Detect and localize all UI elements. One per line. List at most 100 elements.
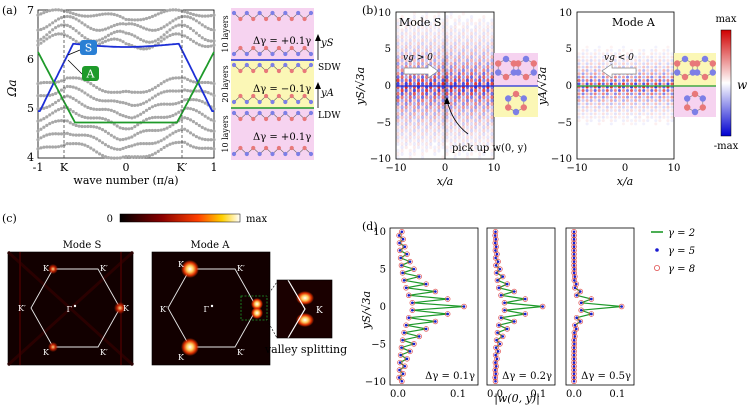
bulk-lower-dot [197, 110, 201, 114]
bulk-upper-dot [112, 12, 116, 17]
inset-A-atom [699, 95, 706, 102]
field-S-spot [478, 41, 482, 46]
bz-S-spot-3 [114, 302, 126, 314]
profile-circle [406, 314, 412, 321]
bulk-lower-dot [162, 137, 166, 141]
field-S-spot [433, 95, 437, 100]
field-S-spot [400, 38, 404, 43]
field-S-spot [482, 138, 486, 143]
field-S-spot [457, 41, 461, 46]
field-S-spot [416, 25, 421, 29]
bulk-lower-dot [191, 80, 196, 84]
stack-row-bot-atom [270, 110, 275, 116]
field-S-spot [457, 45, 461, 50]
field-S-spot [408, 115, 412, 120]
bulk-lower-dot [86, 105, 90, 110]
bulk-lower-dot [133, 90, 137, 94]
profile-dot [494, 379, 497, 383]
field-A-spot [662, 92, 666, 96]
bulk-upper-dot [92, 27, 96, 32]
field-S-spot [433, 115, 437, 120]
field-S-spot [490, 45, 494, 50]
inset-S-atom [505, 104, 512, 111]
profile-circle [571, 352, 577, 358]
field-S-spot [416, 98, 421, 103]
profile-dot [434, 290, 437, 293]
field-S-spot [416, 21, 421, 26]
field-S-spot [408, 55, 412, 60]
bulk-lower-dot [95, 107, 99, 112]
field-S-spot [474, 135, 478, 140]
field-S-spot [425, 91, 429, 96]
profile-circle [571, 371, 577, 377]
field-S-spot [490, 38, 494, 43]
field-S-spot [396, 65, 400, 70]
bulk-upper-dot [212, 28, 216, 32]
profile-circle [403, 322, 409, 328]
bulk-upper-dot [153, 39, 157, 43]
bulk-lower-dot [177, 110, 181, 114]
field-S-spot [420, 111, 425, 116]
bulk-lower-dot [56, 108, 61, 112]
field-A-spot [625, 55, 630, 59]
profile-dot [523, 297, 527, 301]
field-A-spot [638, 119, 642, 123]
field-S-spot [445, 145, 449, 150]
field-S-spot [482, 28, 486, 33]
bulk-lower-dot [115, 90, 119, 94]
field-S-spot [408, 35, 412, 40]
field-A-spot [597, 58, 601, 62]
field-A-spot [597, 45, 601, 49]
field-S-spot [425, 142, 429, 146]
field-A-spot [630, 82, 634, 86]
field-A-spot [634, 122, 638, 126]
field-S-spot [425, 48, 429, 53]
profile-ytick: −5 [371, 339, 386, 350]
field-S-spot [408, 31, 412, 36]
field-A-spot [634, 75, 638, 79]
bulk-upper-dot [133, 22, 137, 27]
field-S-spot [457, 51, 461, 56]
field-S-spot [474, 31, 478, 36]
bulk-lower-dot [51, 111, 55, 115]
field-S-spot [420, 131, 425, 136]
field-A-spot [605, 82, 609, 86]
field-S-spot [478, 78, 482, 83]
profile-dot [493, 376, 497, 379]
inset-S-atom [530, 60, 537, 67]
bulk-lower-dot [203, 146, 207, 150]
field-S-spot [465, 75, 470, 80]
field-S-spot [441, 51, 445, 56]
profile-dot [575, 316, 578, 320]
inset-S-atom [510, 60, 517, 67]
profile-circle [499, 273, 506, 280]
field-S-spot [445, 48, 449, 53]
edge-band-S [38, 42, 214, 112]
mode-S-title: Mode S [399, 16, 441, 29]
stack-row-bottom-atom [263, 145, 269, 151]
field-A-spot [662, 112, 666, 116]
profile-dot [462, 305, 466, 308]
field-A-spot [625, 52, 630, 56]
field-A-spot [670, 89, 674, 93]
field-A-spot [650, 52, 654, 56]
ldw-label: LDW [318, 111, 341, 121]
bz-A-Kp2: K′ [160, 305, 168, 314]
bulk-lower-dot [191, 107, 196, 112]
bulk-lower-dot [139, 155, 143, 159]
field-S-spot [482, 41, 486, 46]
field-S-spot [412, 125, 416, 130]
field-A-spot [662, 115, 666, 119]
bulk-lower-dot [124, 114, 128, 119]
bulk-lower-dot [147, 142, 152, 146]
field-A-spot [577, 95, 581, 99]
field-S-spot [416, 75, 421, 80]
field-S-spot [429, 125, 433, 130]
field-S-spot [482, 125, 486, 130]
bulk-lower-dot [45, 145, 49, 149]
stack-row-top-atom [244, 10, 249, 16]
field-S-spot [404, 135, 408, 140]
bA-ylabel: yA/√3a [536, 67, 549, 106]
bulk-lower-dot [206, 90, 210, 95]
field-A-spot [662, 109, 666, 113]
